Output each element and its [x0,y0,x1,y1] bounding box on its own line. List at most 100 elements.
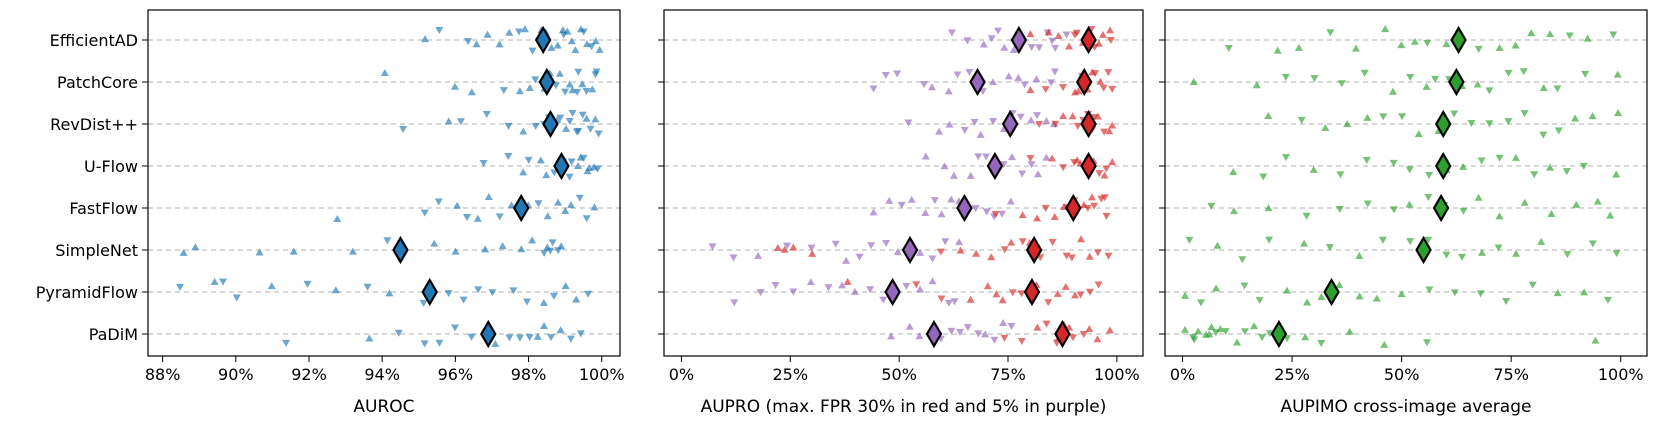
x-tick-label: 90% [218,365,254,384]
data-point-triangle-down [1425,286,1434,294]
data-point-triangle-up [1397,41,1406,49]
data-point-triangle-up [1495,212,1504,220]
data-point-triangle-down [960,127,969,135]
data-point-triangle-up [1264,204,1273,212]
data-point-triangle-up [561,206,570,214]
data-point-triangle-down [1378,236,1387,244]
data-point-triangle-down [567,158,576,166]
data-point-triangle-up [453,201,462,209]
data-point-triangle-down [579,154,588,162]
data-point-triangle-up [1061,282,1070,290]
data-point-triangle-down [534,200,543,208]
data-point-triangle-down [893,70,902,78]
data-point-triangle-down [974,153,983,161]
data-point-triangle-down [937,295,946,303]
data-point-triangle-up [1108,158,1117,166]
x-tick-label: 92% [291,365,327,384]
data-point-triangle-up [525,83,534,91]
x-tick-label: 94% [364,365,400,384]
data-point-triangle-down [1467,120,1476,128]
data-point-triangle-down [971,205,980,213]
x-tick-label: 25% [1274,365,1310,384]
data-point-triangle-up [1105,127,1114,135]
data-point-triangle-down [1007,323,1016,331]
data-point-triangle-up [542,171,551,179]
data-point-triangle-down [1099,84,1108,92]
data-point-triangle-up [921,208,930,216]
data-point-triangle-down [950,298,959,306]
data-point-triangle-up [1473,80,1482,88]
data-point-triangle-down [1485,87,1494,95]
data-point-triangle-down [998,210,1007,218]
data-point-triangle-up [543,212,552,220]
data-point-triangle-down [1190,336,1199,344]
data-point-triangle-down [1495,154,1504,162]
mean-diamond-marker [542,109,559,139]
data-point-triangle-down [1048,37,1057,45]
data-point-triangle-down [963,37,972,45]
data-point-triangle-up [558,26,567,34]
mean-diamond-marker [969,67,986,97]
data-point-triangle-up [1216,325,1225,333]
data-point-triangle-up [1050,212,1059,220]
data-point-triangle-up [1026,86,1035,94]
data-point-triangle-down [435,27,444,35]
data-point-triangle-down [1221,328,1230,336]
data-point-triangle-up [1042,153,1051,161]
data-point-triangle-up [561,282,570,290]
data-point-triangle-down [1302,212,1311,220]
data-point-triangle-up [1070,291,1079,299]
data-point-triangle-up [806,278,815,286]
data-point-triangle-down [982,208,991,216]
data-point-triangle-up [1539,84,1548,92]
data-point-triangle-down [1048,239,1057,247]
data-point-triangle-down [582,215,591,223]
data-point-triangle-up [1355,251,1364,259]
data-point-triangle-up [1100,171,1109,179]
data-point-triangle-up [1547,209,1556,217]
data-point-triangle-up [1343,119,1352,127]
data-point-triangle-up [1593,197,1602,205]
mean-diamond-marker [534,25,552,55]
mean-diamond-marker [1080,109,1097,139]
data-point-triangle-up [1553,289,1562,297]
data-point-triangle-down [586,125,595,133]
data-point-triangle-down [1405,166,1414,174]
mean-diamond-marker [512,193,530,223]
data-point-triangle-down [1459,207,1468,215]
data-point-triangle-up [191,243,200,251]
data-point-triangle-up [491,340,500,348]
data-point-triangle-down [528,47,537,55]
x-tick-label: 100% [579,365,625,384]
y-tick-label: RevDist++ [50,115,138,134]
data-point-triangle-down [708,243,717,251]
data-point-triangle-down [730,299,739,307]
data-point-triangle-down [574,127,583,135]
mean-diamond-marker [538,67,556,97]
data-point-triangle-down [462,214,471,222]
data-point-triangle-up [1495,43,1504,51]
data-point-triangle-up [1405,200,1414,208]
data-point-triangle-down [1379,113,1388,121]
mean-diamond-marker [884,277,901,307]
data-point-triangle-down [420,340,429,348]
data-point-triangle-up [1442,40,1451,48]
data-point-triangle-up [1588,112,1597,120]
data-point-triangle-down [495,213,504,221]
data-point-triangle-up [885,196,894,204]
data-point-triangle-down [592,68,601,76]
data-point-triangle-down [1083,204,1092,212]
data-point-triangle-up [495,40,504,48]
data-point-triangle-down [1240,282,1249,290]
data-point-triangle-up [1614,109,1623,117]
data-point-triangle-up [935,127,944,135]
data-point-triangle-up [590,203,599,211]
data-point-triangle-down [1035,44,1044,52]
data-point-triangle-up [1273,46,1282,54]
data-point-triangle-down [551,82,560,90]
data-point-triangle-up [1098,30,1107,38]
data-point-triangle-up [556,326,565,334]
data-point-triangle-up [591,37,600,45]
mean-diamond-marker [901,235,919,265]
data-point-triangle-down [556,114,565,122]
